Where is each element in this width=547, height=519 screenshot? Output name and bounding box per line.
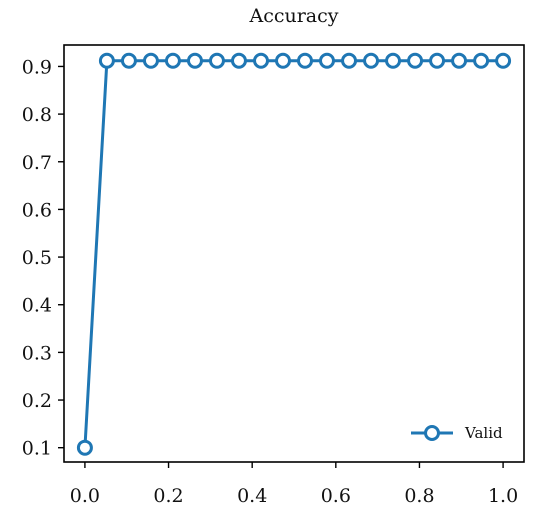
data-point bbox=[495, 52, 512, 69]
plot-frame bbox=[63, 44, 525, 463]
data-point bbox=[98, 52, 115, 69]
legend: Valid bbox=[411, 424, 503, 442]
y-tick-label: 0.4 bbox=[22, 295, 52, 317]
data-point bbox=[164, 52, 181, 69]
x-tick-label: 1.0 bbox=[488, 485, 518, 507]
data-point bbox=[142, 52, 159, 69]
x-tick-label: 0.0 bbox=[70, 485, 100, 507]
data-point bbox=[186, 52, 203, 69]
x-tick-label: 0.2 bbox=[153, 485, 183, 507]
x-tick-label: 0.6 bbox=[321, 485, 351, 507]
y-tick-label: 0.3 bbox=[22, 342, 52, 364]
data-point bbox=[429, 52, 446, 69]
data-point bbox=[208, 52, 225, 69]
x-tick-label: 0.8 bbox=[404, 485, 434, 507]
y-tick-label: 0.7 bbox=[22, 152, 52, 174]
data-point bbox=[318, 52, 335, 69]
data-point bbox=[76, 439, 93, 456]
data-point bbox=[363, 52, 380, 69]
y-tick-label: 0.1 bbox=[22, 438, 52, 460]
legend-marker bbox=[424, 425, 440, 441]
data-point bbox=[296, 52, 313, 69]
y-tick-label: 0.9 bbox=[22, 56, 52, 78]
data-point bbox=[120, 52, 137, 69]
y-tick-label: 0.6 bbox=[22, 199, 52, 221]
data-point bbox=[407, 52, 424, 69]
y-axis: 0.1 0.2 0.3 0.4 0.5 0.6 0.7 0.8 0.9 bbox=[22, 56, 64, 460]
data-point bbox=[451, 52, 468, 69]
data-point bbox=[230, 52, 247, 69]
data-point bbox=[341, 52, 358, 69]
data-point bbox=[275, 52, 292, 69]
chart-title: Accuracy bbox=[248, 5, 338, 27]
legend-label: Valid bbox=[464, 424, 503, 442]
y-tick-label: 0.2 bbox=[22, 390, 52, 412]
x-tick-label: 0.4 bbox=[237, 485, 267, 507]
data-point bbox=[253, 52, 270, 69]
series-layer bbox=[76, 52, 512, 456]
data-point bbox=[473, 52, 490, 69]
y-tick-label: 0.5 bbox=[22, 247, 52, 269]
x-axis: 0.0 0.2 0.4 0.6 0.8 1.0 bbox=[70, 462, 518, 507]
series-line bbox=[83, 59, 505, 450]
data-point bbox=[385, 52, 402, 69]
y-tick-label: 0.8 bbox=[22, 104, 52, 126]
